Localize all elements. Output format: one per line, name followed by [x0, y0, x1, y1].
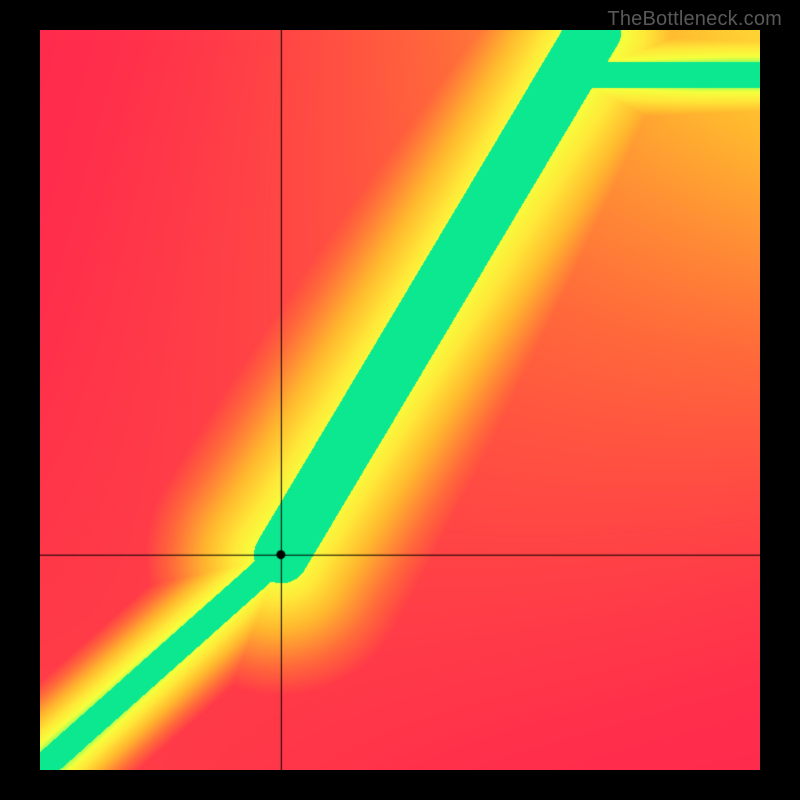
watermark-text: TheBottleneck.com	[607, 8, 782, 31]
bottleneck-heatmap	[40, 30, 760, 770]
